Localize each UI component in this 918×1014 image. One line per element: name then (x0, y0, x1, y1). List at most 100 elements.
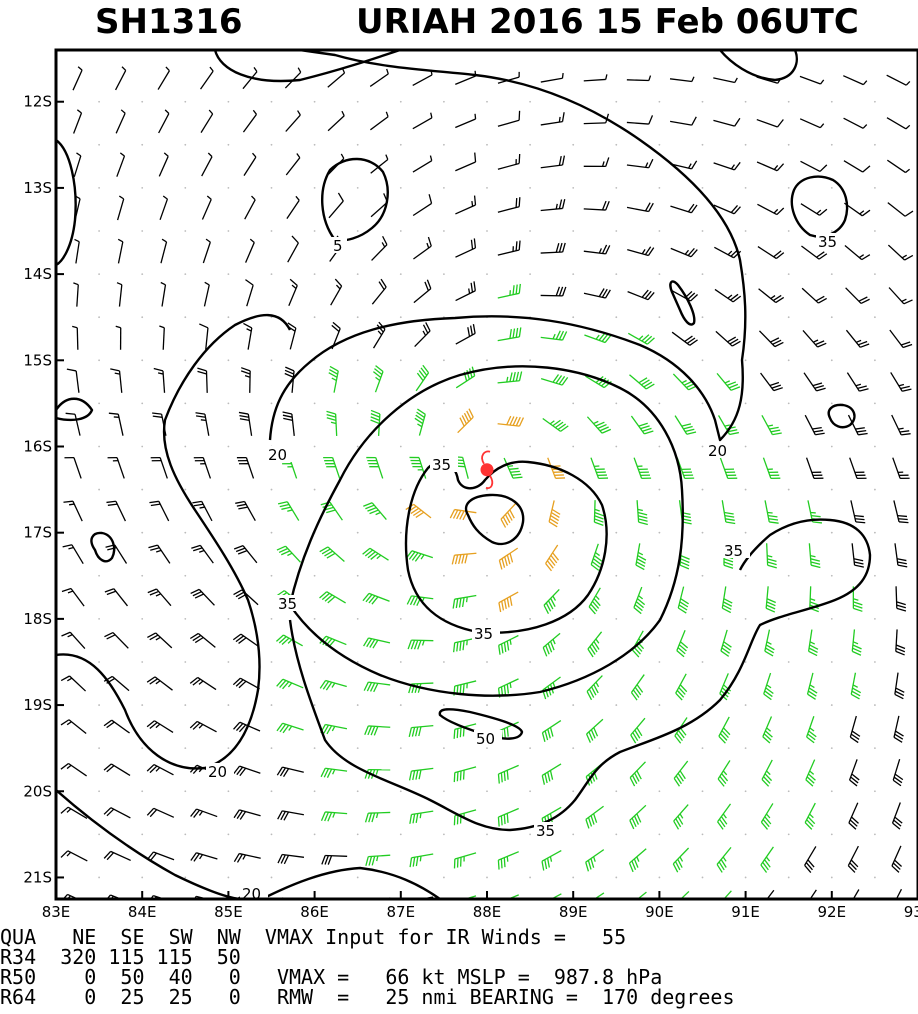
wind-barb (717, 760, 731, 787)
wind-barb (758, 288, 785, 304)
grid-dot (486, 273, 488, 276)
wind-barb (201, 152, 213, 177)
wind-map: 5 35 20 20 35 35 35 35 50 20 35 20 (54, 48, 918, 922)
grid-dot (615, 230, 618, 232)
wind-barb (275, 634, 303, 647)
grid-dot (443, 833, 445, 836)
wind-barb (189, 632, 216, 648)
grid-dot (270, 790, 273, 793)
grid-dot (313, 100, 316, 103)
wind-barb (506, 894, 519, 899)
lon-tick-label: 90E (645, 903, 674, 921)
wind-barb (413, 279, 432, 304)
grid-dot (874, 920, 876, 922)
grid-dot (98, 488, 100, 491)
grid-dot (399, 574, 402, 577)
grid-dot (787, 617, 790, 620)
wind-barb (629, 804, 647, 830)
grid-dot (572, 273, 575, 276)
grid-dot (313, 833, 316, 836)
wind-barb (803, 372, 826, 392)
grid-dot (701, 187, 704, 189)
wind-barb (845, 287, 870, 305)
grid-dot (744, 747, 747, 750)
wind-barb (673, 804, 689, 830)
grid-dot (313, 187, 316, 189)
grid-dot (227, 704, 230, 706)
grid-dot (701, 661, 704, 663)
wind-barb (547, 457, 566, 479)
grid-dot (874, 531, 876, 534)
grid-dot (399, 704, 402, 706)
grid-dot (787, 402, 790, 405)
wind-barb (106, 500, 127, 522)
grid-dot (443, 143, 445, 146)
grid-dot (486, 617, 488, 620)
wind-barb (497, 110, 521, 127)
grid-dot (529, 230, 531, 232)
wind-barb (319, 591, 346, 604)
grid-dot (270, 402, 273, 405)
r64-row: R64 0 25 25 0 RMW = 25 nmi BEARING = 170… (0, 985, 735, 1009)
grid-dot (184, 617, 187, 620)
grid-dot (615, 876, 618, 879)
lon-tick-label: 84E (128, 903, 157, 921)
grid-dot (701, 574, 704, 577)
grid-dot (270, 574, 273, 577)
wind-barb (147, 632, 173, 649)
grid-dot (830, 402, 833, 405)
wind-barb (807, 629, 819, 657)
wind-barb (190, 852, 218, 862)
contour-label-35-ne: 35 (818, 233, 837, 251)
wind-barb (73, 152, 82, 178)
wind-barb (583, 200, 610, 211)
grid-dot (486, 833, 488, 836)
grid-dot (270, 704, 273, 706)
grid-dot (572, 445, 575, 448)
wind-barb (363, 637, 391, 649)
lat-tick-label: 12S (23, 93, 52, 111)
grid-dot (399, 316, 402, 319)
grid-dot (874, 359, 876, 362)
wind-barb (713, 117, 741, 127)
wind-barb (583, 244, 611, 255)
wind-barb (233, 852, 261, 863)
wind-barb (103, 850, 131, 862)
grid-dot (572, 230, 575, 232)
grid-dot (399, 273, 402, 276)
wind-barb (199, 323, 209, 350)
wind-barb (408, 724, 434, 737)
wind-barb (115, 109, 126, 134)
wind-barb (160, 281, 167, 307)
grid-dot (701, 488, 704, 491)
wind-barb (550, 893, 562, 899)
grid-dot (313, 445, 316, 448)
wind-barb (146, 763, 174, 776)
grid-dot (141, 704, 144, 706)
wind-barb (585, 718, 604, 743)
grid-dot (98, 833, 100, 836)
wind-barb (288, 278, 298, 307)
wind-barb (850, 672, 862, 700)
wind-barb (540, 199, 566, 212)
wind-barb (757, 246, 785, 260)
wind-barb (319, 546, 345, 562)
grid-dot (356, 230, 359, 232)
grid-dot (227, 488, 230, 491)
grid-dot (98, 230, 100, 232)
wind-barb (243, 322, 253, 350)
grid-dot (98, 747, 100, 750)
grid-dot (399, 143, 402, 146)
grid-dot (141, 617, 144, 620)
contour-label-35-center: 35 (432, 456, 451, 474)
grid-dot (486, 230, 488, 232)
wind-barb (763, 672, 774, 701)
grid-dot (356, 273, 359, 276)
grid-dot (701, 531, 704, 534)
grid-dot (227, 445, 230, 448)
grid-dot (184, 445, 187, 448)
wind-barb (242, 109, 257, 133)
grid-dot (787, 790, 790, 793)
grid-dot (184, 488, 187, 491)
wind-barb (232, 633, 260, 648)
